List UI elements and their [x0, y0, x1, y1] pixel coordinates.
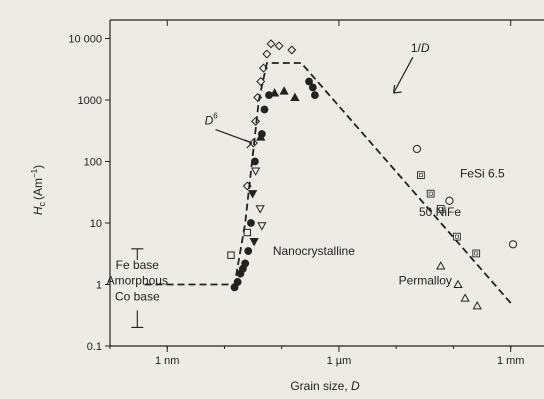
boxed-square-point: [472, 249, 481, 258]
y-axis-title-sup: −1: [30, 168, 39, 178]
y-tick-label: 10: [90, 218, 102, 230]
label-fesi: FeSi 6.5: [460, 166, 505, 180]
annotation-d6-sup: 6: [213, 111, 218, 120]
open-square-point: [227, 251, 235, 259]
open-triangle-down-point: [257, 222, 267, 231]
filled-triangle-point: [279, 86, 289, 95]
label-permalloy: Permalloy: [399, 274, 452, 288]
x-axis-ticks: 1 nm 1 µm 1 mm: [109, 20, 525, 367]
dashed-trend-line: [144, 62, 512, 304]
open-triangle-point: [460, 293, 470, 302]
open-triangle-point: [436, 261, 446, 270]
filled-circle-point: [251, 157, 259, 166]
y-tick-label: 1000: [78, 95, 102, 107]
open-diamond-point: [253, 92, 263, 102]
boxed-square-point-inner: [474, 251, 479, 256]
filled-triangle-down-point: [249, 237, 259, 247]
arrow-1-over-d: [393, 56, 414, 94]
filled-circle-point: [308, 83, 317, 92]
open-diamond-point: [251, 116, 261, 126]
open-circle-point: [508, 240, 518, 249]
boxed-square-point: [436, 204, 445, 213]
open-triangle-point: [472, 300, 482, 310]
filled-circle-point: [305, 77, 313, 86]
boxed-square-point: [417, 171, 425, 180]
open-square-point: [243, 228, 251, 237]
x-axis-title: Grain size, D: [290, 379, 360, 393]
label-nife: 50 NiFe: [419, 205, 461, 219]
filled-circle-point: [244, 247, 253, 255]
y-tick-label: 10 000: [68, 34, 102, 46]
plot-frame: [109, 19, 544, 347]
boxed-square-point: [453, 232, 461, 241]
filled-triangle-point: [256, 132, 266, 141]
filled-triangle-down-point: [247, 190, 258, 199]
x-tick-label: 1 mm: [497, 355, 525, 367]
filled-circle-point: [233, 278, 242, 286]
y-axis-title-sub: c: [37, 201, 47, 206]
open-triangle-point: [453, 279, 463, 289]
open-diamond-point: [274, 41, 284, 51]
open-diamond-point: [266, 39, 276, 49]
y-tick-label: 0.1: [87, 341, 102, 353]
annotation-1-over-d-italic: D: [421, 41, 430, 55]
data-markers: [227, 39, 518, 310]
filled-circle-point: [247, 219, 255, 227]
label-co-base: Co base: [115, 289, 160, 303]
y-axis-title: Hc(Am−1): [30, 165, 47, 215]
x-tick-label: 1 µm: [327, 355, 352, 367]
bracket-bottom: [131, 310, 144, 329]
bracket-top: [131, 248, 144, 261]
filled-circle-point: [241, 259, 250, 268]
y-axis-title-unit: (Am: [31, 178, 45, 200]
filled-triangle-point: [269, 88, 280, 97]
boxed-square-point-inner: [418, 173, 423, 178]
open-diamond-point: [287, 45, 297, 55]
trend-lines: [144, 62, 512, 304]
boxed-square-point-inner: [428, 191, 433, 196]
open-circle-point: [412, 144, 422, 154]
y-axis-title-main: H: [31, 206, 45, 215]
open-triangle-down-point: [250, 167, 261, 176]
annotation-1-over-d: 1/D: [411, 41, 430, 55]
arrowhead-1-over-d: [392, 84, 402, 94]
x-axis-title-symbol: D: [351, 379, 360, 393]
y-axis-ticks: 0.1 1 10 100 1000 10 000: [68, 34, 110, 353]
annotation-d6: D6: [205, 111, 219, 127]
filled-circle-point: [311, 91, 319, 100]
label-fe-base: Fe base: [116, 258, 160, 272]
x-tick-label: 1 nm: [155, 355, 179, 367]
boxed-square-point-inner: [438, 206, 443, 211]
arrowhead-d6: [244, 139, 253, 149]
annotation-1-over-d-lead: 1/: [411, 41, 422, 55]
y-tick-label: 100: [84, 157, 102, 169]
open-circle-point: [445, 196, 454, 205]
label-nanocrystalline: Nanocrystalline: [273, 244, 355, 258]
open-triangle-down-point: [255, 205, 265, 214]
open-diamond-point: [248, 138, 258, 148]
x-axis-title-text: Grain size,: [290, 379, 351, 393]
y-axis-title-close: ): [31, 165, 45, 169]
open-diamond-point: [258, 63, 268, 73]
filled-triangle-point: [290, 92, 300, 102]
boxed-square-point-inner: [454, 234, 459, 239]
label-amorphous: Amorphous: [107, 274, 168, 288]
annotation-d6-italic: D: [205, 113, 214, 127]
filled-circle-point: [260, 105, 269, 114]
open-diamond-point: [256, 76, 266, 87]
open-diamond-point: [242, 181, 252, 191]
boxed-square-point: [426, 189, 435, 198]
y-tick-label: 1: [96, 280, 102, 292]
open-diamond-point: [262, 49, 272, 59]
